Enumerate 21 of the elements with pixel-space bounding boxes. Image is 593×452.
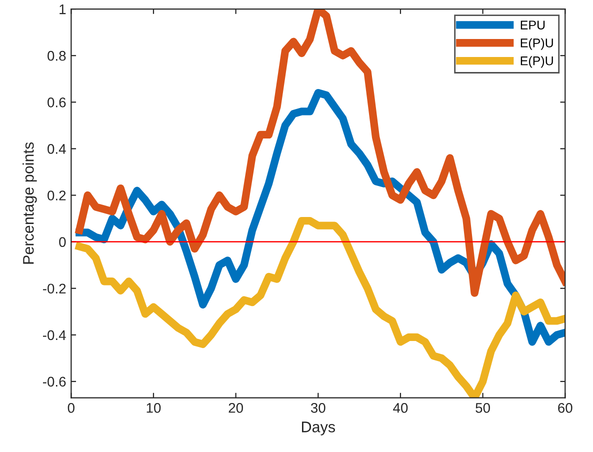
y-tick-label: -0.2 (42, 284, 66, 294)
y-tick-label: 0.8 (48, 50, 66, 61)
x-tick-label: 50 (476, 402, 490, 413)
y-tick-label: 0.6 (48, 97, 66, 108)
x-tick-label: 60 (558, 402, 572, 413)
y-tick-label: 1 (60, 4, 66, 14)
x-tick-label: 30 (310, 402, 326, 413)
y-tick-label: -0.4 (42, 330, 66, 340)
y-axis-title: Percentage points (22, 142, 37, 264)
legend-label: EPU (520, 20, 545, 30)
y-tick-label: 0 (59, 237, 66, 247)
x-tick-label: 10 (146, 402, 161, 413)
x-tick-label: 40 (393, 402, 408, 413)
x-tick-label: 0 (68, 402, 74, 413)
x-tick-label: 20 (228, 402, 243, 413)
y-tick-label: 0.4 (48, 144, 66, 154)
legend-label: E(P)U (520, 38, 553, 50)
legend-label: E(P)U (520, 56, 553, 68)
x-axis-title: Days (302, 422, 335, 436)
y-tick-label: -0.6 (42, 376, 66, 387)
y-tick-label: 0.2 (48, 190, 66, 200)
